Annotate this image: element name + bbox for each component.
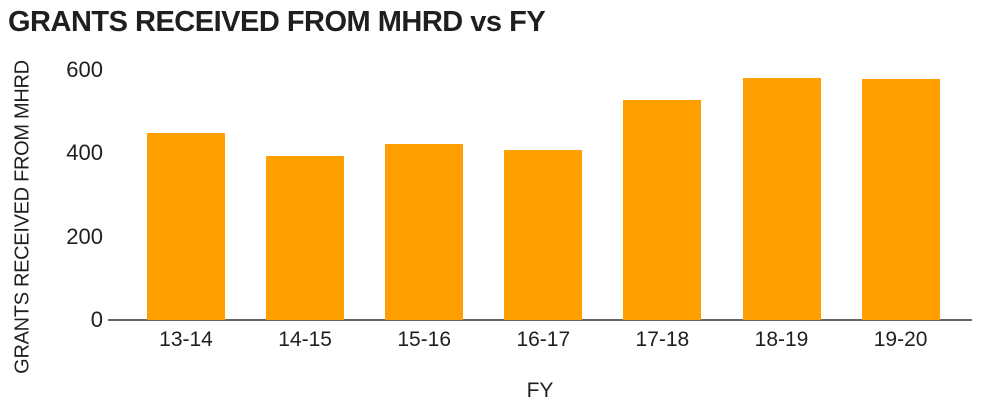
bar-15-16: [385, 143, 464, 320]
chart-title: GRANTS RECEIVED FROM MHRD vs FY: [8, 6, 546, 38]
bar-17-18: [623, 100, 702, 320]
x-tick-label: 15-16: [397, 328, 452, 351]
y-tick-label: 400: [66, 140, 103, 166]
y-axis-title: GRANTS RECEIVED FROM MHRD: [11, 60, 34, 374]
bar-13-14: [147, 133, 225, 320]
y-tick-label: 600: [66, 57, 103, 82]
bar-14-15: [266, 155, 345, 320]
x-tick-label: 16-17: [516, 328, 571, 351]
x-tick-label: 19-20: [873, 328, 928, 351]
x-tick-label: 13-14: [159, 328, 213, 351]
bar-18-19: [742, 77, 821, 320]
bar-19-20: [861, 79, 940, 320]
y-tick-label: 200: [66, 223, 103, 249]
x-axis-line: [108, 319, 972, 321]
y-tick-label: 0: [90, 307, 103, 332]
x-axis-title: FY: [526, 379, 554, 402]
x-tick-label: 14-15: [278, 328, 332, 351]
bar-16-17: [504, 149, 583, 320]
x-tick-label: 18-19: [754, 328, 809, 351]
x-tick-label: 17-18: [635, 328, 690, 351]
